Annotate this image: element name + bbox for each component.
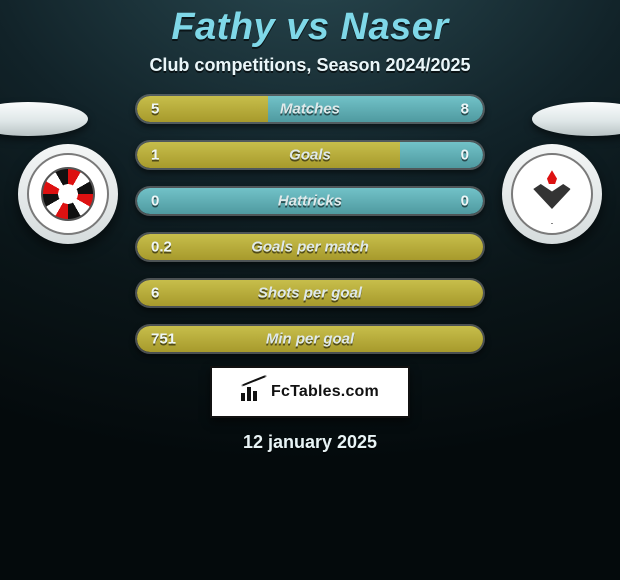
stat-bar: 1 0 Goals — [135, 140, 485, 170]
stat-value-left: 751 — [151, 331, 176, 348]
date-label: 12 january 2025 — [243, 432, 377, 453]
stat-bar: 0 0 Hattricks — [135, 186, 485, 216]
left-club-badge — [18, 144, 118, 244]
right-club-badge-art — [521, 163, 583, 225]
stat-label: Matches — [280, 101, 340, 118]
fctables-icon — [241, 383, 265, 401]
stat-bars: 5 8 Matches 1 0 Goals 0 0 Hattricks 0.2 Goals per … — [135, 94, 485, 354]
page-title: Fathy vs Naser — [171, 6, 448, 49]
stat-fill-left — [137, 142, 400, 168]
stat-value-left: 5 — [151, 101, 159, 118]
stat-bar: 5 8 Matches — [135, 94, 485, 124]
stat-value-right: 8 — [461, 101, 469, 118]
stat-label: Min per goal — [266, 331, 354, 348]
stat-label: Shots per goal — [258, 285, 362, 302]
stat-bar: 751 Min per goal — [135, 324, 485, 354]
stat-value-left: 6 — [151, 285, 159, 302]
stat-value-left: 0 — [151, 193, 159, 210]
stat-label: Goals per match — [251, 239, 369, 256]
stat-label: Goals — [289, 147, 331, 164]
right-club-badge — [502, 144, 602, 244]
left-player-plaque — [0, 102, 88, 136]
page-subtitle: Club competitions, Season 2024/2025 — [149, 55, 470, 76]
stat-value-right: 0 — [461, 147, 469, 164]
stat-bar: 6 Shots per goal — [135, 278, 485, 308]
watermark: FcTables.com — [210, 366, 410, 418]
stat-value-left: 0.2 — [151, 239, 172, 256]
stat-value-left: 1 — [151, 147, 159, 164]
stat-bar: 0.2 Goals per match — [135, 232, 485, 262]
left-club-badge-art — [41, 167, 96, 222]
stat-value-right: 0 — [461, 193, 469, 210]
watermark-label: FcTables.com — [271, 383, 379, 401]
stat-label: Hattricks — [278, 193, 342, 210]
right-player-plaque — [532, 102, 620, 136]
stat-fill-right — [400, 142, 483, 168]
